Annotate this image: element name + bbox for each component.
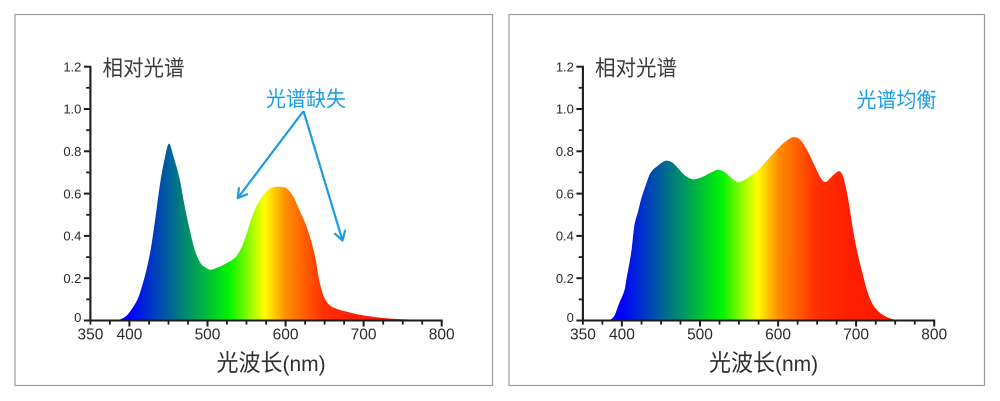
svg-text:0.4: 0.4	[63, 229, 81, 244]
svg-text:350: 350	[77, 326, 103, 343]
svg-text:600: 600	[273, 326, 299, 343]
svg-text:(nm): (nm)	[775, 353, 818, 376]
svg-text:1.2: 1.2	[556, 59, 574, 74]
svg-text:600: 600	[765, 326, 791, 343]
svg-text:0.8: 0.8	[556, 144, 574, 159]
svg-text:0.4: 0.4	[556, 229, 574, 244]
svg-text:0: 0	[567, 310, 574, 325]
svg-text:(nm): (nm)	[283, 353, 326, 376]
svg-text:0.8: 0.8	[63, 144, 81, 159]
svg-text:0.2: 0.2	[63, 271, 81, 286]
svg-text:350: 350	[570, 326, 596, 343]
svg-text:800: 800	[429, 326, 455, 343]
svg-text:400: 400	[609, 326, 635, 343]
svg-text:0.6: 0.6	[556, 186, 574, 201]
svg-text:1.0: 1.0	[556, 102, 574, 117]
svg-text:1.0: 1.0	[63, 102, 81, 117]
svg-text:800: 800	[921, 326, 947, 343]
svg-text:700: 700	[843, 326, 869, 343]
svg-text:500: 500	[687, 326, 713, 343]
svg-text:0.2: 0.2	[556, 271, 574, 286]
svg-text:1.2: 1.2	[63, 59, 81, 74]
svg-text:0: 0	[74, 310, 81, 325]
svg-text:700: 700	[351, 326, 377, 343]
svg-text:0.6: 0.6	[63, 186, 81, 201]
svg-text:400: 400	[116, 326, 142, 343]
svg-text:500: 500	[195, 326, 221, 343]
